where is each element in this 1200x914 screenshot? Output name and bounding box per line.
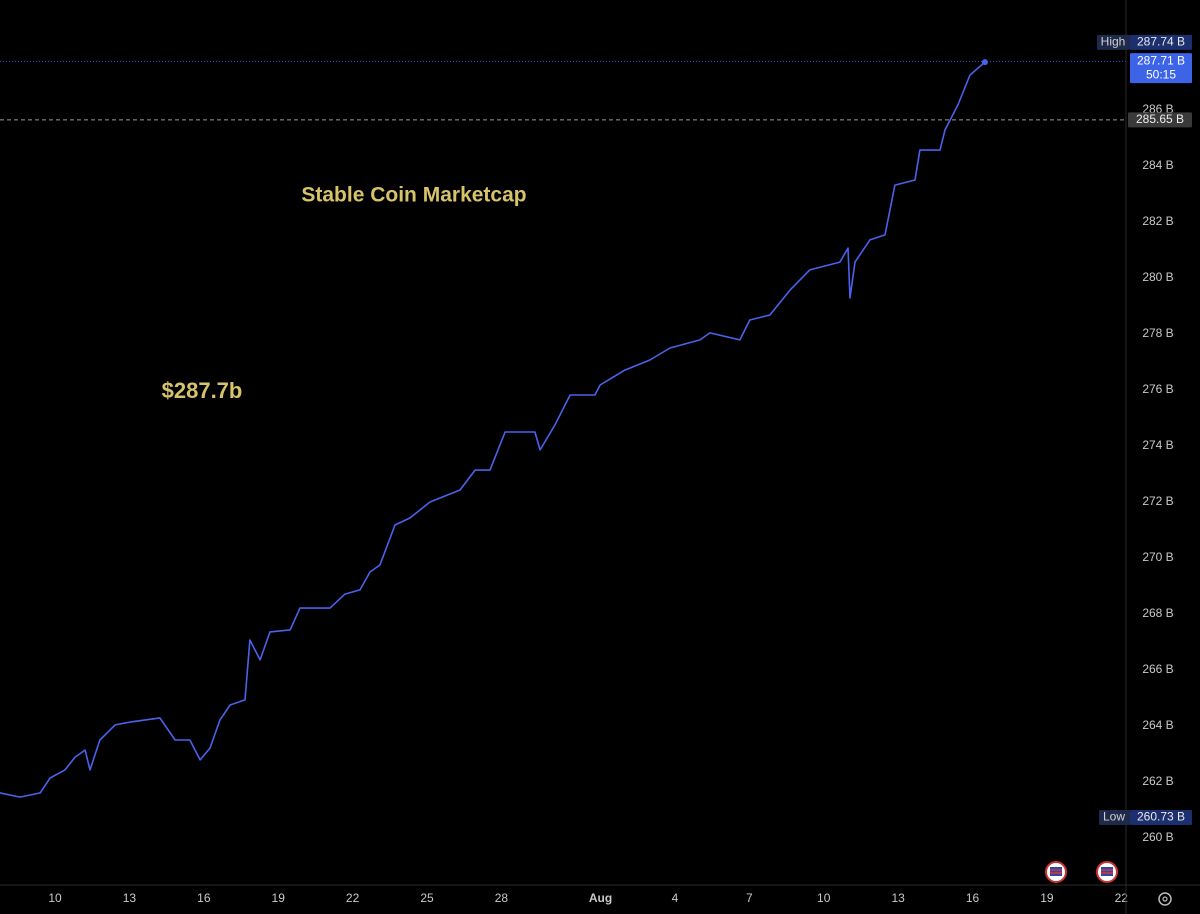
y-tick-label: 278 B [1142, 326, 1173, 340]
settings-icon[interactable] [1158, 892, 1172, 906]
x-tick-label: 22 [1115, 891, 1129, 905]
high-value-label: 287.74 B [1137, 34, 1185, 48]
chart-title: Stable Coin Marketcap [301, 184, 526, 207]
plot [0, 59, 1126, 798]
y-tick-label: 262 B [1142, 774, 1173, 788]
y-tick-label: 260 B [1142, 830, 1173, 844]
y-tick-label: 272 B [1142, 494, 1173, 508]
high-tag [1097, 34, 1130, 50]
x-tick-label: 16 [966, 891, 980, 905]
y-tick-label: 270 B [1142, 550, 1173, 564]
x-tick-label: 13 [891, 891, 905, 905]
y-tick-label: 266 B [1142, 662, 1173, 676]
high-tag-text: High [1101, 34, 1126, 48]
x-tick-label: Aug [589, 891, 612, 905]
low-tag [1099, 810, 1130, 826]
x-tick-label: 19 [1040, 891, 1054, 905]
y-tick-label: 268 B [1142, 606, 1173, 620]
x-tick-label: 7 [746, 891, 753, 905]
last-point [981, 59, 988, 66]
x-tick-label: 28 [495, 891, 509, 905]
high-value-box [1130, 34, 1192, 50]
y-tick-label: 282 B [1142, 214, 1173, 228]
reference-label: 285.65 B [1136, 112, 1184, 126]
x-tick-label: 10 [817, 891, 831, 905]
x-tick-label: 22 [346, 891, 360, 905]
last-value-label: 287.71 B [1137, 53, 1185, 67]
low-value-label: 260.73 B [1137, 810, 1185, 824]
event-flag[interactable] [1045, 861, 1067, 883]
y-tick-label: 284 B [1142, 158, 1173, 172]
y-tick-label: 274 B [1142, 438, 1173, 452]
x-tick-label: 10 [48, 891, 62, 905]
x-tick-label: 16 [197, 891, 211, 905]
y-tick-label: 280 B [1142, 270, 1173, 284]
x-tick-label: 4 [672, 891, 679, 905]
x-tick-label: 25 [420, 891, 434, 905]
series-line [0, 61, 986, 798]
reference-box [1128, 112, 1192, 128]
x-tick-label: 13 [123, 891, 137, 905]
y-tick-label: 276 B [1142, 382, 1173, 396]
event-flag[interactable] [1096, 861, 1118, 883]
countdown-label: 50:15 [1146, 67, 1176, 81]
low-tag-text: Low [1103, 810, 1125, 824]
last-value-box [1130, 53, 1192, 84]
y-tick-label: 264 B [1142, 718, 1173, 732]
low-value-box [1130, 810, 1192, 826]
value-annotation: $287.7b [162, 378, 243, 403]
x-tick-label: 19 [272, 891, 286, 905]
